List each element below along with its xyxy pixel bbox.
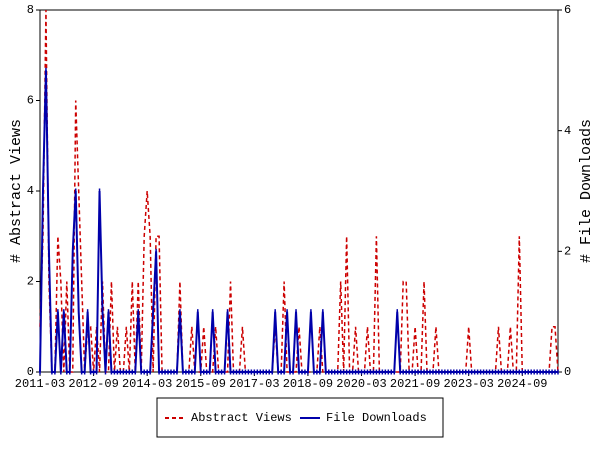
y2-tick-label: 6: [564, 3, 571, 17]
plot-frame: [39, 9, 559, 373]
x-tick-label: 2014-03: [122, 377, 172, 391]
legend-label: Abstract Views: [191, 411, 292, 425]
x-tick-label: 2023-03: [443, 377, 493, 391]
y-axis-title: # Abstract Views: [8, 119, 25, 263]
y-tick-label: 6: [27, 94, 34, 108]
y-tick-label: 4: [27, 184, 34, 198]
series-line: [39, 9, 559, 373]
y-tick-label: 8: [27, 3, 34, 17]
x-tick-label: 2011-03: [15, 377, 65, 391]
x-tick-label: 2017-03: [229, 377, 279, 391]
y2-tick-label: 2: [564, 245, 571, 259]
y-tick-label: 0: [27, 365, 34, 379]
legend-label: File Downloads: [326, 411, 427, 425]
x-tick-label: 2015-09: [176, 377, 226, 391]
x-tick-label: 2012-09: [68, 377, 118, 391]
y-tick-label: 2: [27, 275, 34, 289]
x-tick-label: 2024-09: [497, 377, 547, 391]
y2-axis-title: # File Downloads: [578, 119, 595, 263]
x-tick-label: 2018-09: [283, 377, 333, 391]
x-tick-label: 2020-03: [336, 377, 386, 391]
y2-tick-label: 4: [564, 124, 571, 138]
x-tick-label: 2021-09: [390, 377, 440, 391]
y2-tick-label: 0: [564, 365, 571, 379]
